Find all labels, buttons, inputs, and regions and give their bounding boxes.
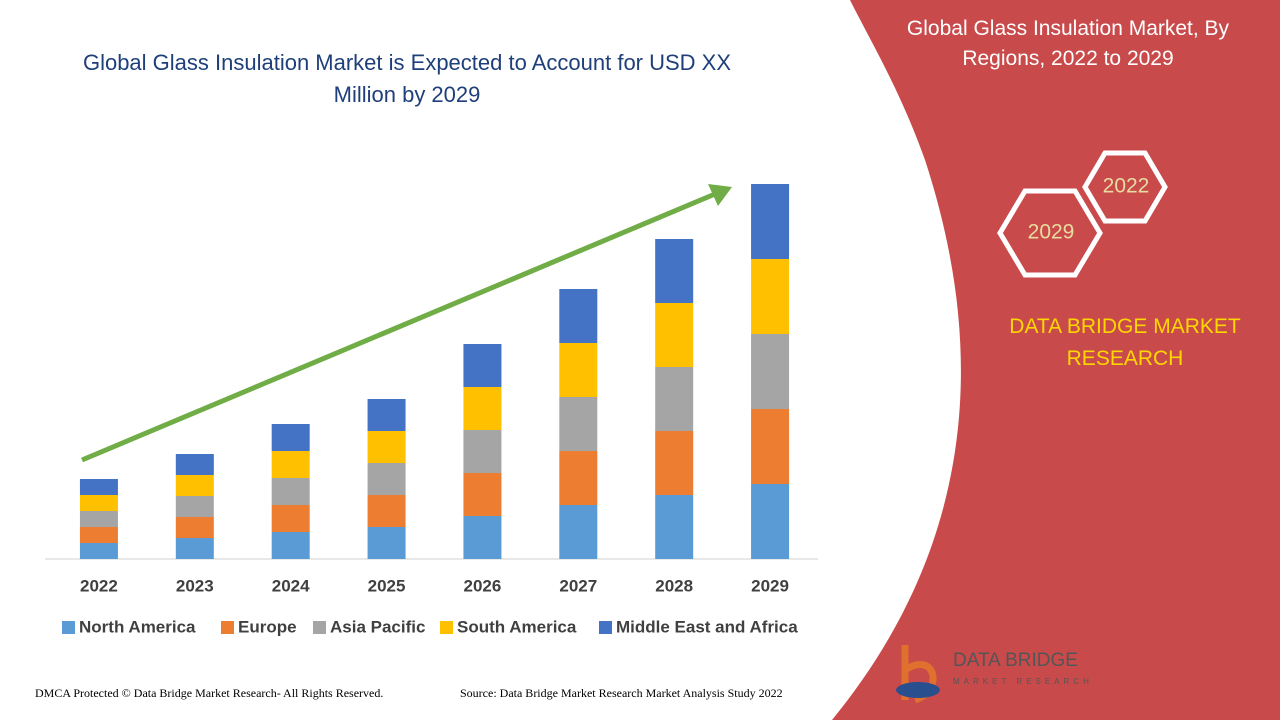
bar-segment [751,409,790,484]
bar-segment [367,463,406,495]
legend-swatch [440,621,453,634]
logo-name: DATA BRIDGE [953,650,1078,671]
legend-swatch [62,621,75,634]
bar-segment [367,495,406,527]
bar-segment [271,505,310,532]
trend-arrowhead [708,184,732,206]
bar-segment [463,473,502,516]
bar-segment [271,424,310,451]
footer-source: Source: Data Bridge Market Research Mark… [460,686,783,700]
bar-segment [463,344,502,387]
bar-segment [559,505,598,559]
chart-title: Global Glass Insulation Market is Expect… [82,50,732,107]
bar-segment [655,495,694,559]
x-tick-label: 2022 [80,576,118,595]
brand: DATA BRIDGE MARKET RESEARCH [1009,315,1241,370]
legend-swatch [599,621,612,634]
bar-segment [175,538,214,559]
bar-segment [751,334,790,409]
logo-mark [896,682,940,698]
bar-segment [751,184,790,259]
logo-tagline: MARKET RESEARCH [953,677,1093,686]
bar-segment [367,399,406,431]
bar-segment [79,543,118,559]
bar-segment [559,289,598,343]
trend-arrow [81,191,716,463]
legend-label: South America [457,617,577,636]
x-tick-label: 2025 [368,576,406,595]
bar-segment [751,484,790,559]
bar-segment [175,496,214,517]
x-tick-label: 2024 [272,576,310,595]
x-tick-label: 2029 [751,576,789,595]
bar-segment [79,527,118,543]
legend-swatch [221,621,234,634]
bar-segment [271,532,310,559]
bars: 2022 2023 2024 2025 2026 2027 2028 2029 North Am… [62,184,798,636]
bar-segment [175,517,214,538]
hexagon [1082,150,1168,224]
bar-segment [367,431,406,463]
bar-segment [655,303,694,367]
x-tick-label: 2028 [655,576,693,595]
x-tick-label: 2023 [176,576,214,595]
legend-label: Europe [238,617,297,636]
bar-segment [367,527,406,559]
bar-segment [463,430,502,473]
hex-label: 2022 [1103,175,1150,198]
bar-segment [175,454,214,475]
bar-segment [271,478,310,505]
hex-label: 2029 [1028,221,1075,244]
bar-segment [463,516,502,559]
bar-segment [655,367,694,431]
bar-segment [559,397,598,451]
bar-segment [463,387,502,430]
panel-title: Global Glass Insulation Market, By Regio… [906,17,1230,70]
legend-swatch [313,621,326,634]
footer-rights: DMCA Protected © Data Bridge Market Rese… [35,686,384,700]
bar-segment [559,343,598,397]
x-tick-label: 2027 [559,576,597,595]
hexagon [997,188,1103,278]
legend-label: Middle East and Africa [616,617,798,636]
legend-label: Asia Pacific [330,617,425,636]
side-panel [832,0,1280,720]
bar-segment [271,451,310,478]
bar-segment [655,239,694,303]
bar-segment [79,511,118,527]
bar-segment [751,259,790,334]
x-tick-label: 2026 [464,576,502,595]
bar-segment [175,475,214,496]
bar-segment [79,479,118,495]
bar-segment [79,495,118,511]
bar-segment [655,431,694,495]
legend-label: North America [79,617,196,636]
bar-segment [559,451,598,505]
